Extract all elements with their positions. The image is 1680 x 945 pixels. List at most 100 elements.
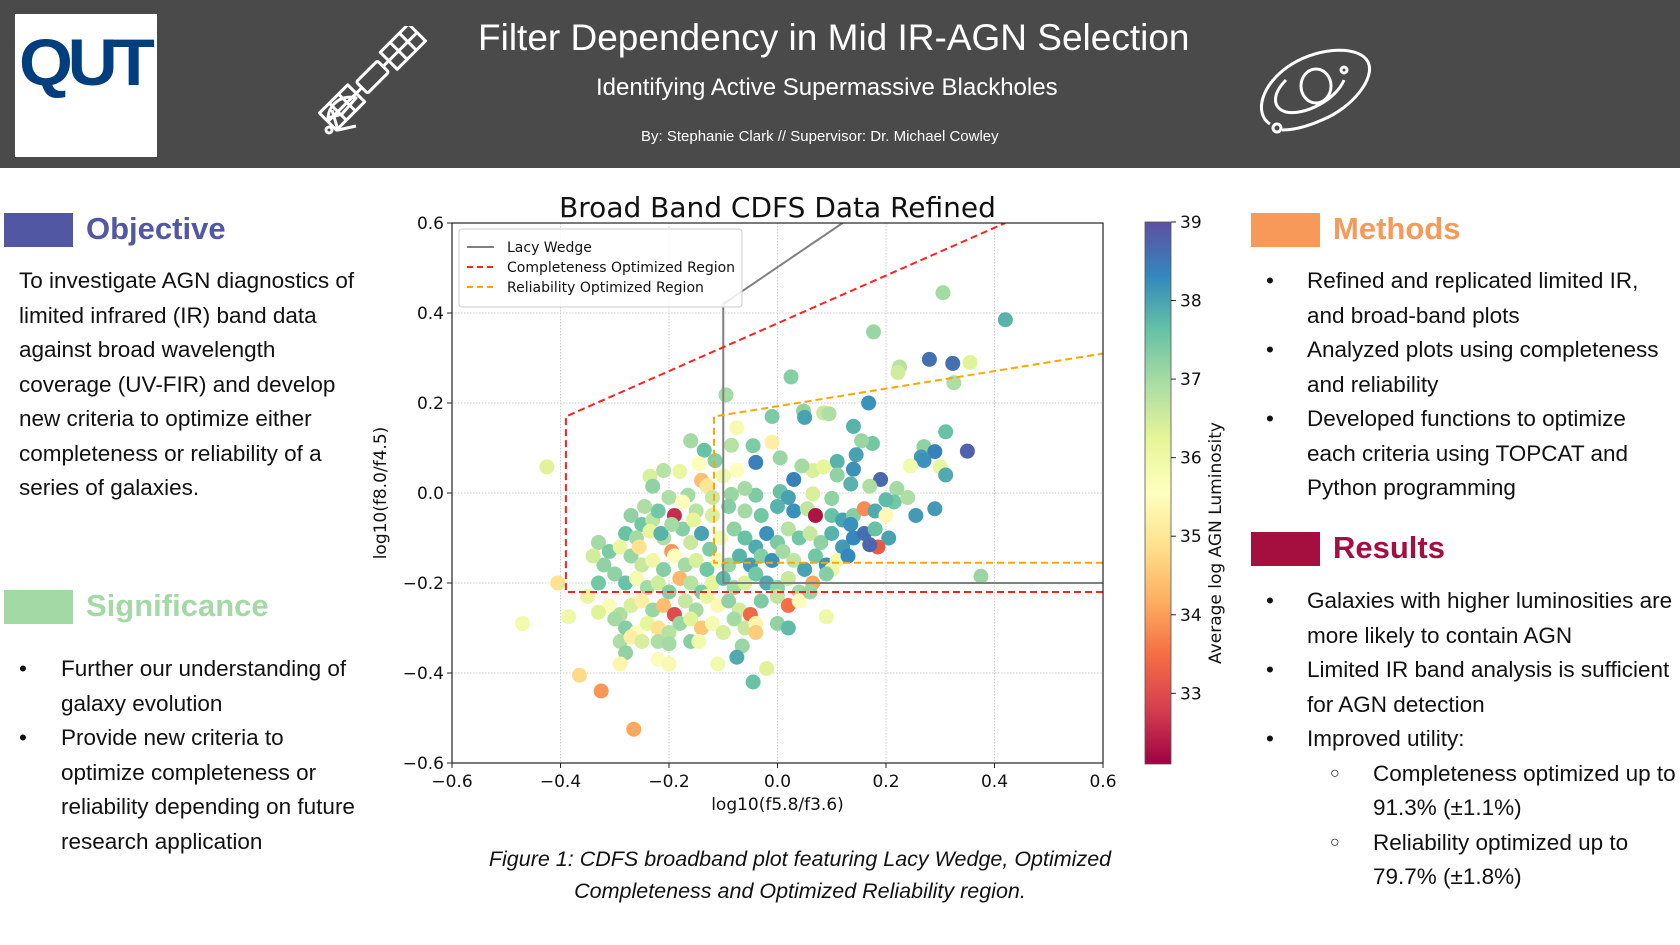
scatter-point: [794, 458, 810, 474]
x-tick-label: 0.2: [872, 772, 899, 792]
scatter-point: [848, 447, 864, 463]
scatter-point: [539, 459, 555, 475]
scatter-point: [656, 562, 672, 577]
methods-item-text: Analyzed plots using completeness and re…: [1307, 337, 1659, 397]
bullet-dot: •: [1266, 268, 1274, 293]
scatter-point: [661, 490, 677, 505]
scatter-point: [726, 521, 742, 537]
colorbar-tick-label: 34: [1180, 606, 1202, 626]
completeness-region-line: [564, 223, 1103, 593]
scatter-point: [590, 575, 606, 591]
scatter-point: [935, 285, 951, 301]
methods-item-text: Developed functions to optimize each cri…: [1307, 406, 1628, 500]
scatter-point: [843, 517, 859, 532]
scatter-point: [732, 548, 748, 564]
scatter-point: [601, 598, 617, 613]
scatter-point: [721, 557, 737, 573]
scatter-point: [590, 535, 606, 550]
scatter-point: [612, 656, 628, 672]
scatter-point: [661, 625, 677, 640]
scatter-point: [854, 433, 870, 449]
scatter-point: [861, 395, 877, 411]
scatter-point: [775, 544, 791, 559]
scatter-point: [780, 490, 796, 505]
scatter-point: [626, 721, 642, 737]
scatter-point: [718, 387, 734, 403]
scatter-point: [734, 638, 750, 654]
x-tick-label: 0.0: [764, 772, 791, 792]
scatter-point: [748, 454, 764, 470]
bullet-dot: •: [19, 656, 27, 681]
y-tick-label: 0.6: [417, 214, 444, 234]
scatter-points: [515, 285, 1013, 737]
scatter-point: [878, 508, 894, 523]
y-tick-label: 0.2: [417, 394, 444, 414]
scatter-point: [938, 424, 954, 440]
scatter-point: [715, 625, 731, 640]
scatter-point: [807, 508, 823, 523]
scatter-point: [710, 656, 726, 672]
poster-byline: By: Stephanie Clark // Supervisor: Dr. M…: [641, 128, 999, 145]
colorbar-tick-label: 39: [1180, 213, 1202, 233]
chart-title: Broad Band CDFS Data Refined: [559, 191, 996, 224]
legend-box: [458, 228, 743, 308]
scatter-point: [677, 593, 693, 609]
galaxy-icon: [1260, 48, 1371, 134]
scatter-point: [748, 566, 764, 582]
scatter-point: [699, 562, 715, 577]
scatter-point: [704, 508, 720, 523]
scatter-point: [607, 566, 623, 582]
scatter-point: [962, 355, 978, 370]
scatter-chart-svg: −0.6 −0.4 −0.2 0.0 0.2 0.4 0.6 −0.6 −0.4 −0.2 0.0 0…: [371, 191, 1226, 815]
results-item-text: Limited IR band analysis is sufficient f…: [1307, 657, 1670, 717]
scatter-point: [675, 494, 691, 510]
scatter-point: [797, 562, 813, 577]
scatter-point: [612, 539, 628, 555]
scatter-point: [729, 420, 745, 436]
y-tick-label: −0.2: [403, 574, 444, 594]
scatter-point: [997, 312, 1013, 328]
scatter-point: [791, 593, 807, 609]
scatter-point: [694, 526, 710, 541]
scatter-point: [704, 616, 720, 631]
scatter-point: [764, 553, 780, 568]
scatter-point: [745, 438, 761, 454]
y-tick-label: −0.4: [403, 664, 444, 684]
y-tick-label: 0.0: [417, 484, 444, 504]
qut-logo-text: QUT: [19, 25, 155, 99]
scatter-point: [550, 575, 566, 591]
scatter-point: [797, 409, 813, 425]
scatter-point: [921, 351, 937, 367]
scatter-point: [618, 645, 634, 661]
methods-item: • Analyzed plots using completeness and r…: [1266, 333, 1676, 402]
scatter-point: [764, 409, 780, 424]
y-tick-label: −0.6: [403, 754, 444, 774]
scatter-point: [691, 456, 707, 472]
legend-label: Completeness Optimized Region: [507, 260, 735, 276]
bullet-dot: •: [1266, 726, 1274, 751]
scatter-point: [664, 517, 680, 532]
scatter-point: [824, 526, 840, 541]
significance-color-bar: [4, 590, 73, 624]
colorbar-tick-label: 33: [1180, 684, 1202, 704]
results-list: • Galaxies with higher luminosities are m…: [1266, 584, 1676, 895]
scatter-point: [634, 593, 650, 609]
scatter-point: [661, 636, 677, 652]
colorbar: [1144, 221, 1172, 765]
scatter-point: [696, 442, 712, 458]
scatter-point: [753, 593, 769, 609]
scatter-point: [737, 503, 753, 519]
scatter-point: [938, 467, 954, 483]
scatter-point: [707, 453, 723, 469]
scatter-point: [721, 499, 737, 514]
scatter-point: [683, 535, 699, 550]
results-subitem: ○ Completeness optimized up to 91.3% (±1.…: [1330, 757, 1676, 826]
scatter-point: [786, 472, 802, 487]
bullet-dot: •: [1266, 588, 1274, 613]
scatter-point: [650, 575, 666, 591]
results-item-text: Improved utility:: [1307, 726, 1465, 751]
scatter-point: [772, 450, 788, 466]
scatter-point: [593, 683, 609, 699]
scatter-point: [770, 499, 785, 514]
legend-label: Reliability Optimized Region: [507, 280, 704, 296]
